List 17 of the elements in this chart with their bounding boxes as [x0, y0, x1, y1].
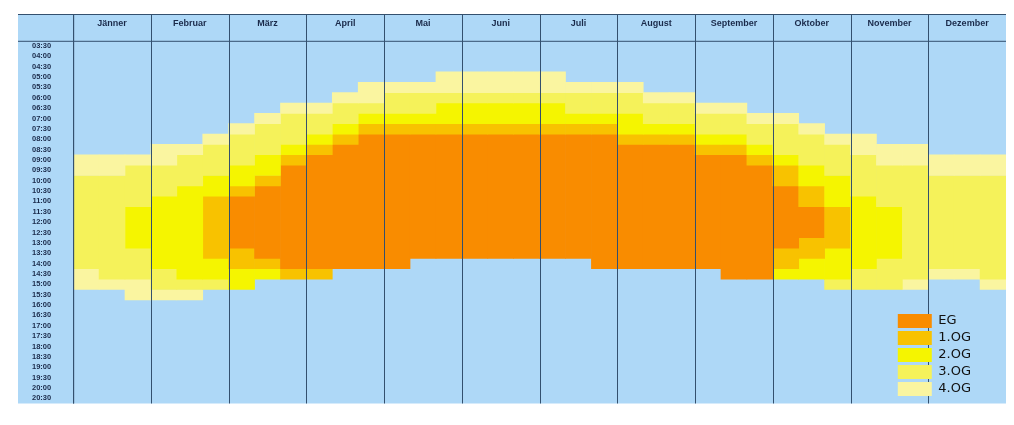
- x-tick-label: April: [335, 17, 356, 28]
- x-tick-label: Mai: [415, 17, 431, 28]
- legend-label: 4.OG: [938, 380, 972, 396]
- legend-label: 3.OG: [938, 363, 972, 379]
- x-tick-label: Juni: [491, 17, 510, 28]
- legend-label: 1.OG: [938, 329, 972, 345]
- x-tick-label: August: [640, 17, 672, 28]
- x-tick-label: Oktober: [794, 17, 830, 28]
- x-tick-label: Juli: [570, 17, 587, 28]
- x-tick-label: Februar: [173, 17, 208, 28]
- legend-label: 2.OG: [938, 346, 972, 362]
- x-tick-label: Dezember: [945, 17, 990, 28]
- x-tick-label: September: [710, 17, 758, 28]
- x-tick-label: Jänner: [97, 17, 128, 28]
- legend-label: EG: [938, 312, 957, 328]
- x-tick-label: November: [867, 17, 912, 28]
- x-tick-label: März: [257, 17, 279, 28]
